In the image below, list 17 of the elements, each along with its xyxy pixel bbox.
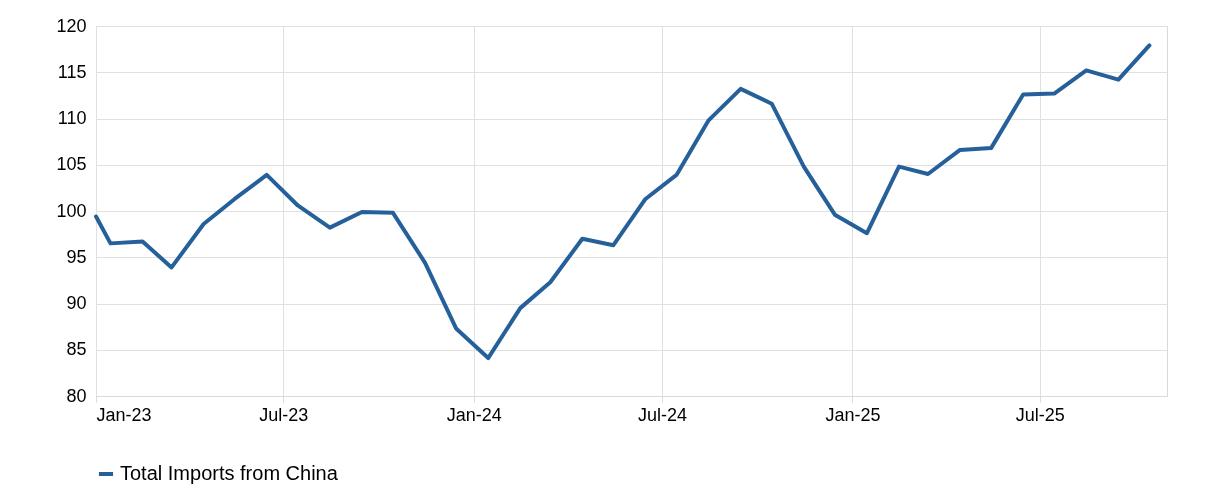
x-tick-label: Jan-24 (446, 404, 502, 425)
line-series (94, 43, 1152, 361)
y-tick-label: 110 (57, 108, 87, 128)
y-tick-label: 120 (56, 15, 87, 36)
x-tick-label: Jul-23 (259, 404, 309, 425)
legend-label: Total Imports from China (120, 462, 339, 484)
x-tick-label: Jan-23 (96, 404, 152, 425)
y-tick-label: 95 (66, 246, 87, 267)
y-tick-label: 85 (66, 339, 87, 360)
x-tick-label: Jul-24 (638, 404, 688, 425)
y-tick-label: 90 (66, 293, 87, 313)
y-tick-label: 80 (66, 385, 87, 406)
y-tick-label: 115 (57, 61, 87, 82)
y-tick-label: 105 (56, 154, 87, 175)
x-tick-label: Jan-25 (825, 404, 881, 425)
y-tick-label: 100 (56, 200, 87, 221)
x-tick-label: Jul-25 (1015, 404, 1065, 425)
